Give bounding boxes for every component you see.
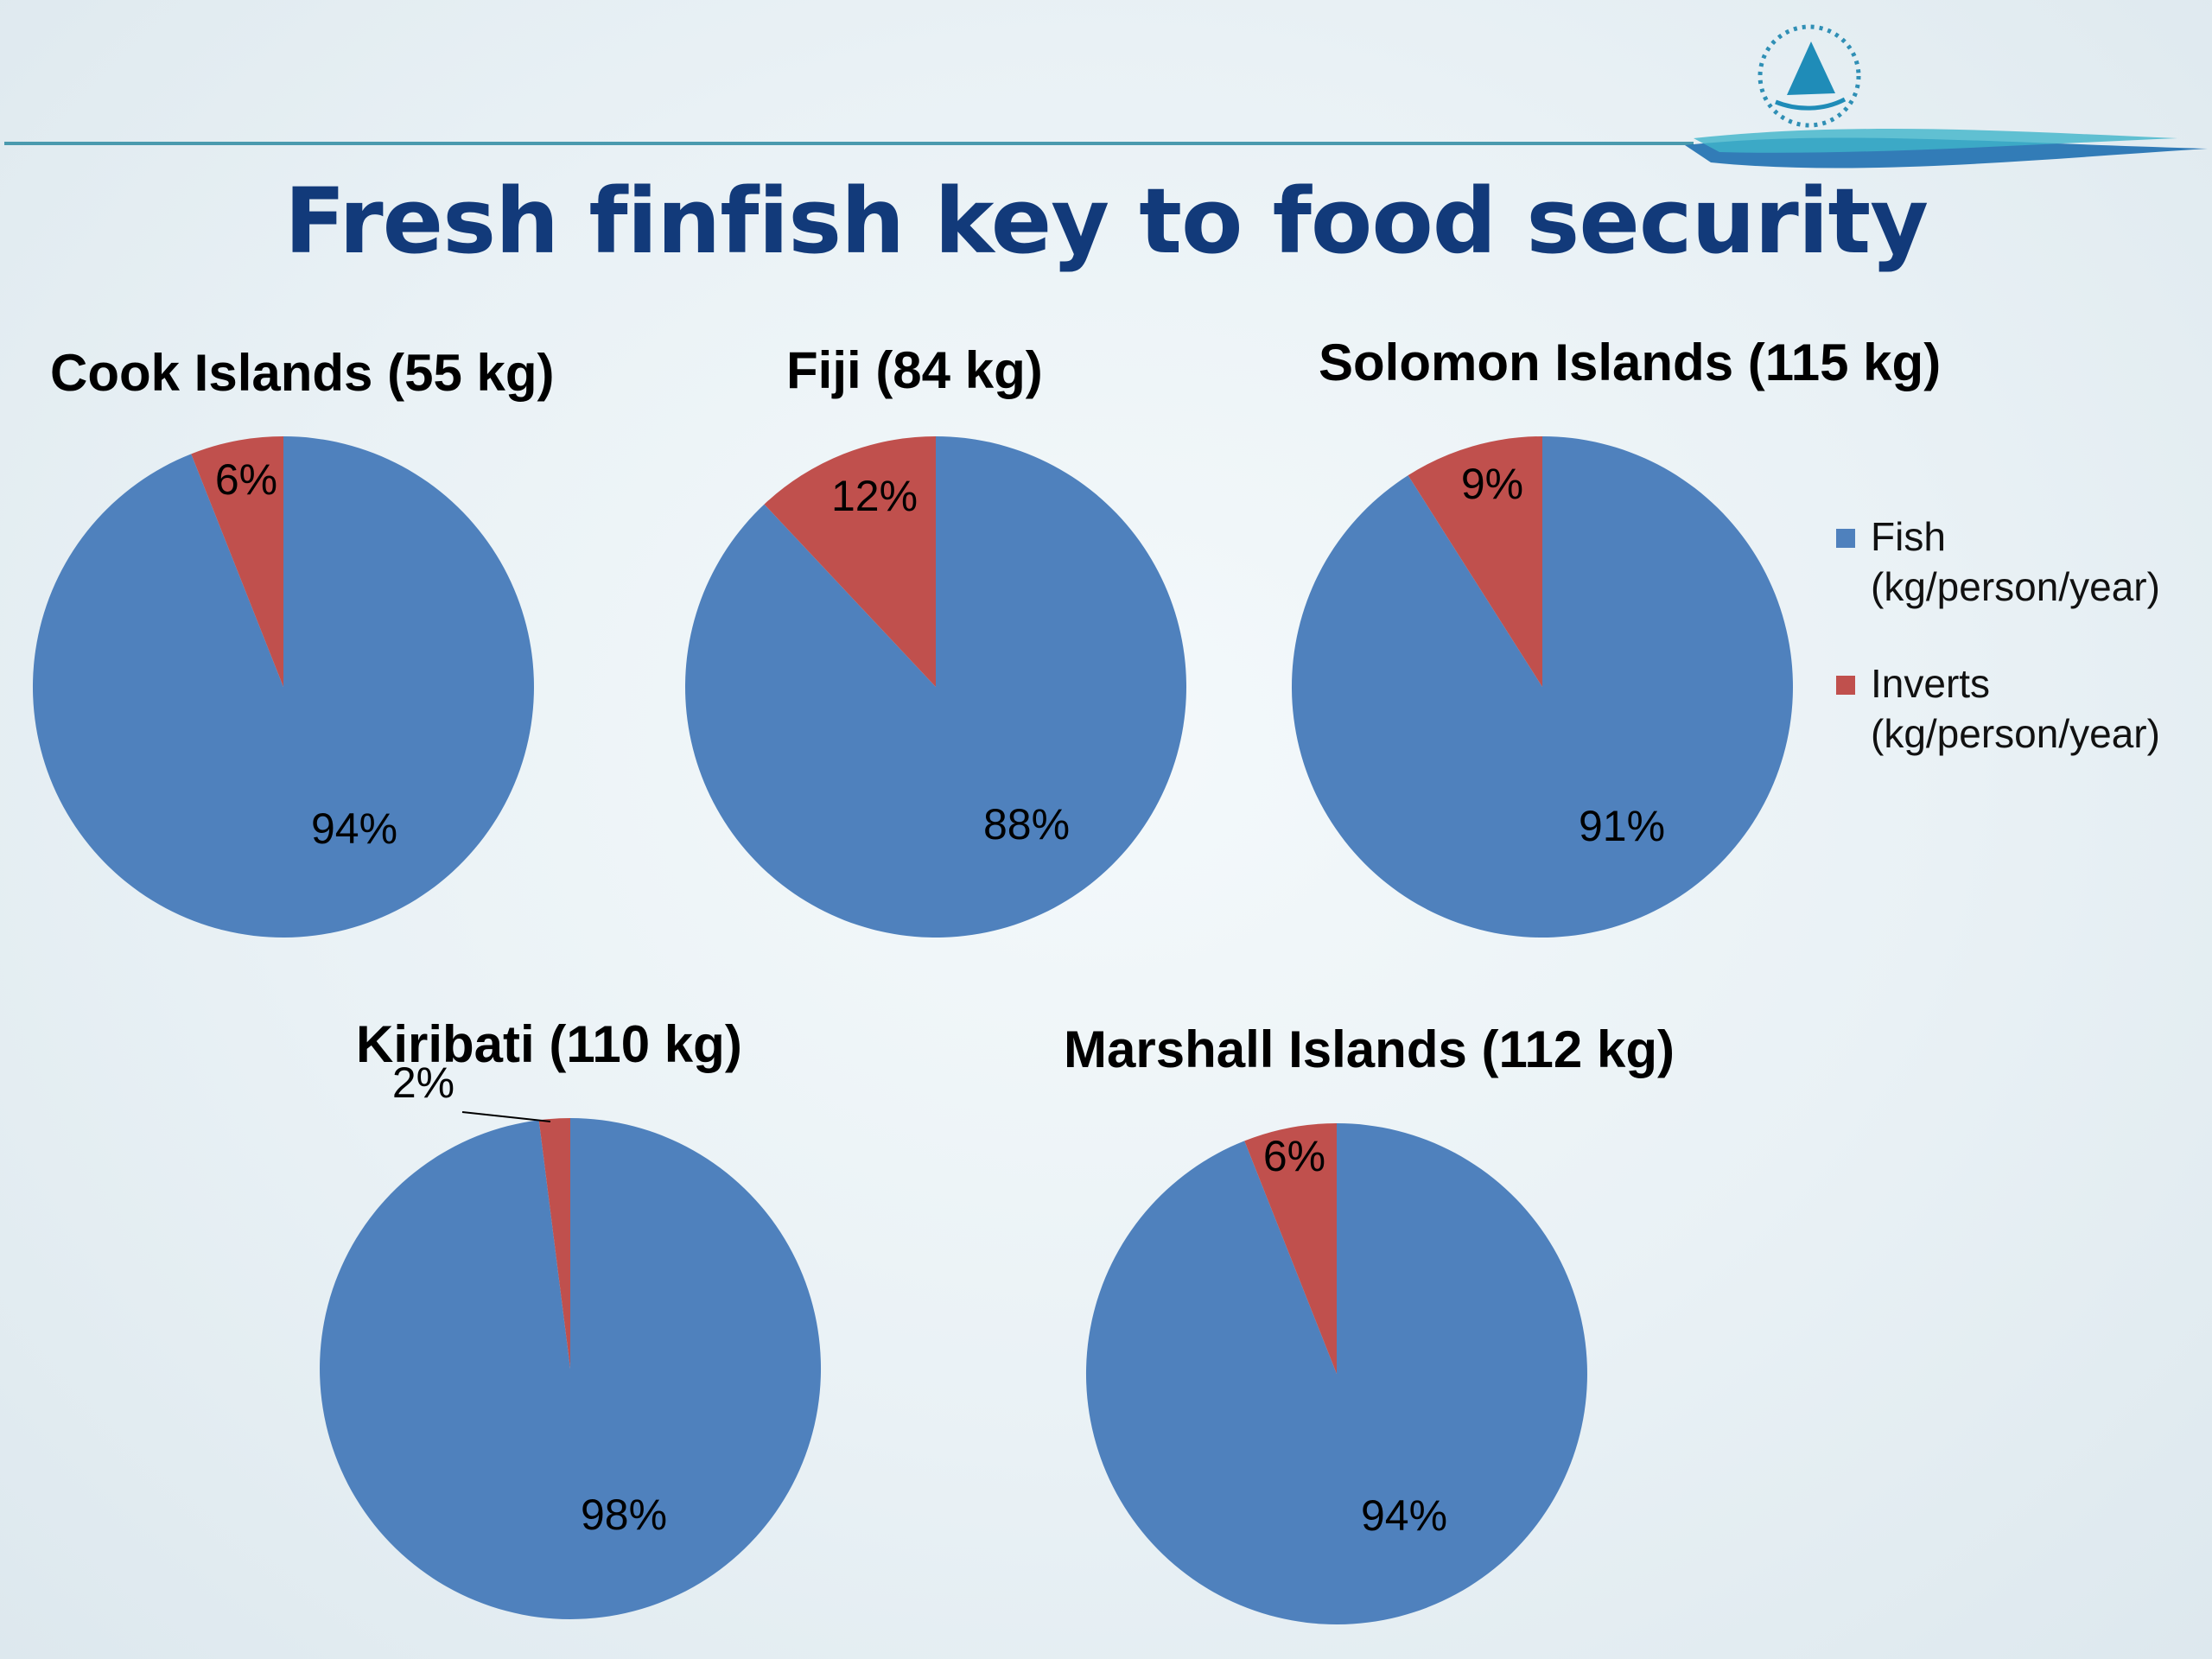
pie-slice-solomon-islands-inverts (1408, 436, 1542, 687)
chart-title-kiribati: Kiribati (110 kg) (356, 1015, 742, 1073)
pie-slice-marshall-islands-fish (1085, 1123, 1587, 1624)
legend-label: Inverts (1871, 661, 1991, 706)
chart-title-solomon-islands: Solomon Islands (115 kg) (1319, 334, 1942, 391)
legend-unit: (kg/person/year) (1871, 564, 2160, 609)
header-wave-decoration-light (1694, 129, 2177, 153)
pie-slice-fiji-fish (684, 436, 1186, 938)
pie-slice-fiji-inverts (764, 436, 936, 687)
slide-title: Fresh finfish key to food security (284, 168, 1929, 274)
data-label-fiji-inverts: 12% (831, 472, 918, 520)
chart-title-cook-islands: Cook Islands (55 kg) (50, 344, 555, 402)
charts-layer: 94% 6% 88% 12% 91% 9% 98% 2% 94% 6% (32, 436, 1793, 1624)
legend-item-inverts: Inverts (kg/person/year) (1836, 658, 2160, 759)
data-label-kiribati-inverts: 2% (392, 1058, 454, 1107)
data-label-fiji-fish: 88% (983, 800, 1070, 849)
legend-swatch-fish (1836, 529, 1855, 548)
legend-unit: (kg/person/year) (1871, 711, 2160, 756)
chart-legend: Fish (kg/person/year) Inverts (kg/person… (1836, 512, 2160, 805)
pie-slice-marshall-islands-inverts (1244, 1123, 1337, 1374)
data-label-marshall-islands-inverts: 6% (1263, 1132, 1325, 1180)
data-label-kiribati-fish: 98% (581, 1491, 667, 1539)
data-label-marshall-islands-fish: 94% (1361, 1491, 1447, 1540)
pie-slice-kiribati-fish (320, 1118, 822, 1619)
data-label-cook-islands-inverts: 6% (215, 455, 277, 504)
leader-line-kiribati-inverts (461, 1111, 551, 1122)
data-label-cook-islands-fish: 94% (311, 804, 397, 853)
pie-slice-cook-islands-inverts (191, 436, 283, 687)
data-label-solomon-islands-fish: 91% (1579, 802, 1665, 850)
pie-slice-kiribati-inverts (538, 1118, 570, 1369)
legend-label: Fish (1871, 514, 1946, 559)
organization-logo-icon (1758, 24, 1861, 128)
pie-slice-cook-islands-fish (32, 436, 534, 938)
legend-item-fish: Fish (kg/person/year) (1836, 512, 2160, 612)
data-label-solomon-islands-inverts: 9% (1461, 460, 1523, 508)
chart-title-marshall-islands: Marshall Islands (112 kg) (1064, 1020, 1675, 1078)
chart-title-fiji: Fiji (84 kg) (786, 341, 1043, 399)
legend-swatch-inverts (1836, 676, 1855, 695)
pie-slice-solomon-islands-fish (1291, 436, 1793, 938)
